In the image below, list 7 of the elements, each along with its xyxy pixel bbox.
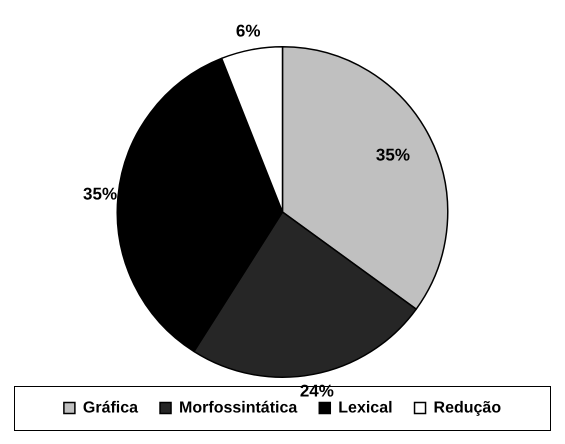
legend-label: Morfossintática [179, 399, 298, 416]
legend-label: Gráfica [82, 399, 138, 416]
legend-label: Lexical [338, 399, 393, 416]
data-label: 35% [83, 184, 118, 204]
legend-label: Redução [434, 399, 502, 416]
data-label: 35% [376, 145, 410, 164]
data-label: 6% [236, 22, 260, 41]
